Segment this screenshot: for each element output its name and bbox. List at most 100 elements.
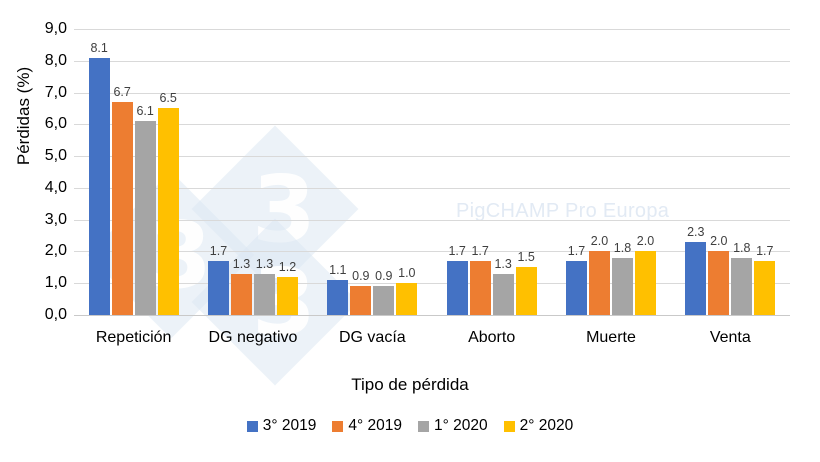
bar[interactable]	[88, 57, 110, 315]
bar-slot: 1.1	[327, 29, 349, 315]
plot-area: 9,0 8,0 7,0 6,0 5,0 4,0 3,0 2,0 1,0 0,0 8.1 6.7 6.1…	[45, 20, 790, 346]
y-axis-tick-label: 5,0	[44, 147, 67, 165]
x-axis-category-label: Muerte	[586, 329, 636, 346]
bar-slot: 1.0	[396, 29, 418, 315]
bar[interactable]	[134, 121, 156, 315]
bar[interactable]	[685, 241, 707, 315]
bar[interactable]	[565, 260, 587, 315]
legend-item[interactable]: 1° 2020	[418, 417, 488, 435]
bar-groups: 8.1 6.7 6.1 6.5 Repetición 1.7 1.3 1.3 1.2 DG neg…	[74, 29, 790, 346]
chart-legend: 3° 2019 4° 2019 1° 2020 2° 2020	[0, 417, 820, 435]
bar-value-label: 1.3	[255, 256, 274, 271]
bar[interactable]	[396, 283, 418, 315]
bar-slot: 1.5	[515, 29, 537, 315]
bar-slot: 1.8	[731, 29, 753, 315]
bar-group: 1.7 1.7 1.3 1.5 Aborto	[432, 29, 551, 346]
bar-slot: 0.9	[350, 29, 372, 315]
bar[interactable]	[708, 251, 730, 315]
bar-slot: 1.8	[611, 29, 633, 315]
legend-item[interactable]: 3° 2019	[246, 417, 317, 435]
bar-value-label: 1.7	[209, 243, 228, 258]
legend-swatch-icon	[332, 420, 344, 432]
bar-slot: 0.9	[373, 29, 395, 315]
bar-slot: 6.1	[134, 29, 156, 315]
gridline: 2,0	[45, 242, 790, 259]
gridline: 6,0	[45, 115, 790, 132]
legend-item[interactable]: 4° 2019	[332, 417, 402, 435]
gridline: 8,0	[45, 52, 790, 69]
bar-value-label: 1.3	[494, 256, 512, 271]
bar-value-label: 1.7	[448, 243, 466, 258]
bar[interactable]	[230, 273, 252, 315]
bar[interactable]	[373, 286, 395, 315]
bar[interactable]	[754, 260, 776, 315]
legend-label: 1° 2020	[434, 417, 488, 434]
bar-group: 8.1 6.7 6.1 6.5 Repetición	[74, 29, 193, 346]
bar[interactable]	[253, 273, 275, 315]
bar-value-label: 1.8	[613, 240, 632, 255]
gridline: 5,0	[45, 147, 790, 164]
x-axis-category-label: Venta	[709, 329, 751, 346]
bar[interactable]	[207, 260, 229, 315]
gridline: 0,0	[45, 306, 790, 323]
bar[interactable]	[469, 260, 491, 315]
bar-slot: 2.0	[588, 29, 610, 315]
bar-value-label: 1.7	[567, 243, 586, 258]
bar-value-label: 1.8	[733, 240, 751, 255]
bar-group: 1.7 2.0 1.8 2.0 Muerte	[551, 29, 670, 346]
bar[interactable]	[111, 102, 133, 315]
y-axis-tick-label: 2,0	[44, 242, 67, 260]
bar-slot: 2.0	[708, 29, 730, 315]
bar-value-label: 6.5	[159, 91, 177, 106]
bar-slot: 1.7	[754, 29, 776, 315]
bar-value-label: 1.7	[756, 243, 774, 258]
bar-value-label: 1.5	[517, 250, 535, 265]
bar-group: 1.1 0.9 0.9 1.0 DG vacía	[313, 29, 432, 346]
gridline: 9,0	[45, 20, 790, 37]
bar-value-label: 1.1	[329, 263, 347, 278]
bar-slot: 2.0	[634, 29, 656, 315]
bar[interactable]	[611, 257, 633, 315]
bar-value-label: 2.3	[687, 224, 705, 239]
y-axis-tick-label: 6,0	[44, 115, 67, 133]
bar-value-label: 2.0	[636, 234, 655, 249]
legend-item[interactable]: 2° 2020	[503, 417, 574, 435]
legend-label: 3° 2019	[262, 417, 317, 434]
bar[interactable]	[634, 251, 656, 315]
x-axis-category-label: DG vacía	[338, 329, 406, 346]
legend-label: 4° 2019	[348, 417, 402, 434]
gridline: 7,0	[45, 84, 790, 101]
bar-slot: 1.2	[276, 29, 298, 315]
bar[interactable]	[492, 273, 514, 315]
bar[interactable]	[350, 286, 372, 315]
bar[interactable]	[446, 260, 468, 315]
bar[interactable]	[588, 251, 610, 315]
bar-slot: 1.7	[207, 29, 229, 315]
bar[interactable]	[327, 280, 349, 315]
bar[interactable]	[157, 108, 179, 315]
x-axis-category-label: DG negativo	[208, 329, 298, 346]
y-axis-tick-label: 7,0	[44, 83, 67, 101]
gridline: 4,0	[45, 179, 790, 196]
y-axis-tick-label: 4,0	[44, 178, 67, 196]
bar-value-label: 1.7	[471, 243, 489, 258]
bar[interactable]	[515, 267, 537, 315]
bar-slot: 1.7	[446, 29, 468, 315]
bar-value-label: 2.0	[710, 234, 728, 249]
bar-group: 2.3 2.0 1.8 1.7 Venta	[671, 29, 790, 346]
gridline: 1,0	[45, 274, 790, 291]
gridline: 3,0	[45, 211, 790, 228]
x-axis-category-label: Aborto	[468, 329, 516, 346]
bar-slot: 6.5	[157, 29, 179, 315]
legend-label: 2° 2020	[519, 417, 574, 434]
bar-slot: 6.7	[111, 29, 133, 315]
bar[interactable]	[731, 257, 753, 315]
bar-slot: 1.3	[230, 29, 252, 315]
legend-swatch-icon	[418, 420, 429, 432]
bar-value-label: 0.9	[352, 269, 370, 284]
bar-slot: 1.3	[492, 29, 514, 315]
y-axis-tick-label: 0,0	[44, 306, 67, 323]
y-axis-title: Pérdidas (%)	[14, 66, 33, 166]
bar[interactable]	[276, 276, 298, 315]
